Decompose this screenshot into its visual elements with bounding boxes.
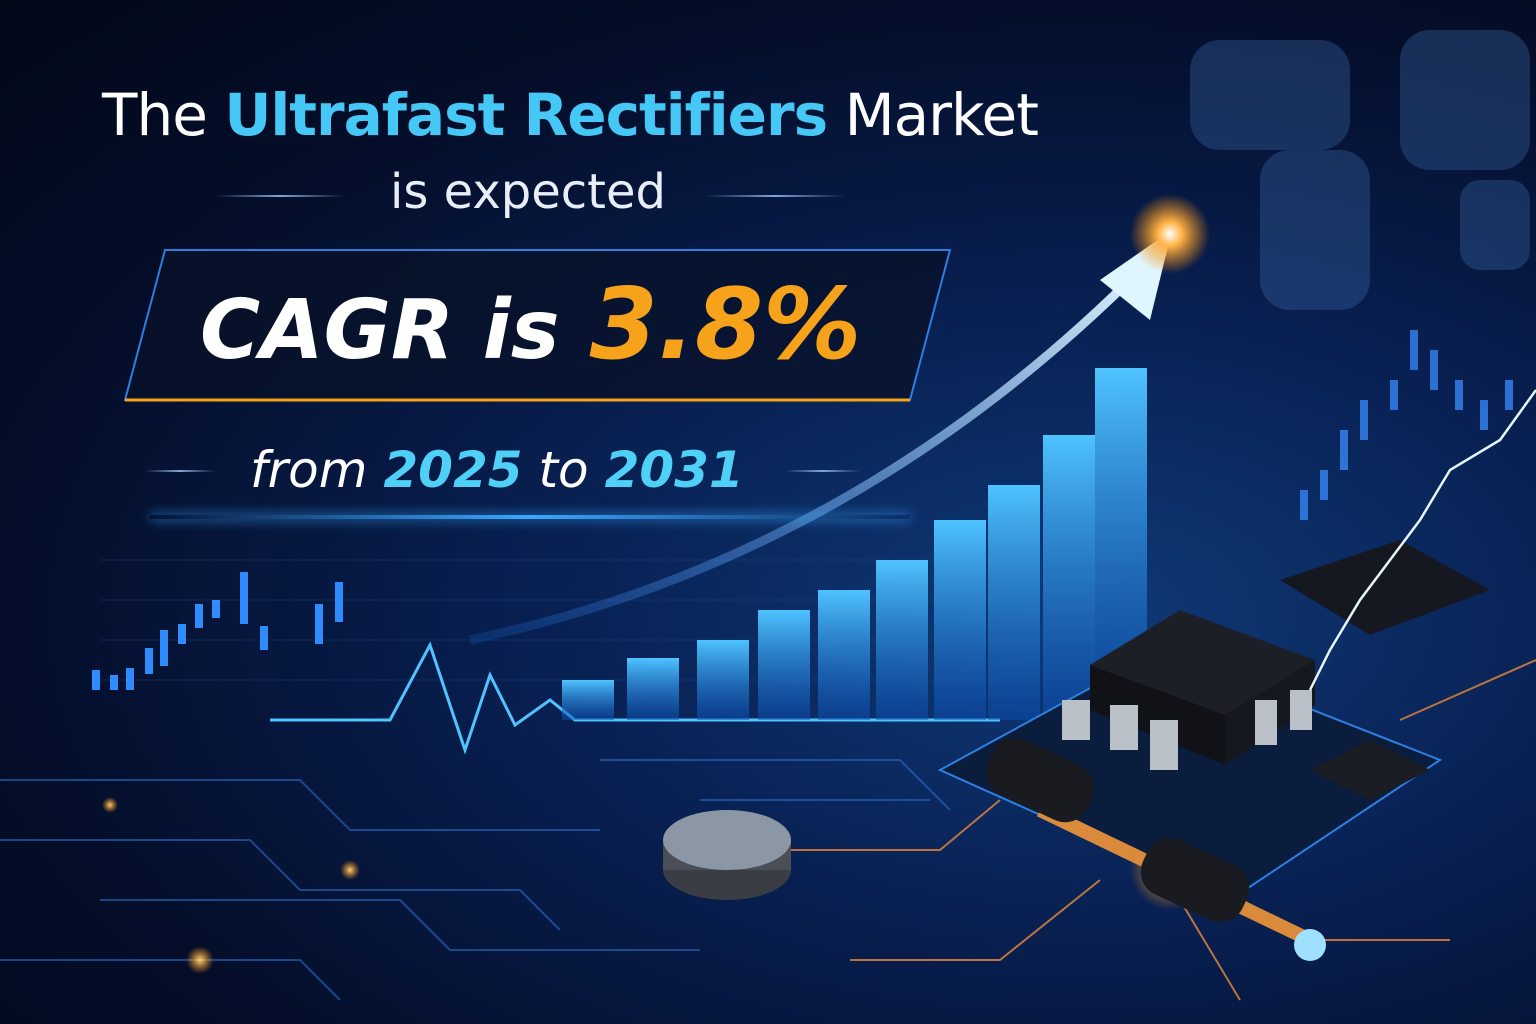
growth-bar: [1043, 435, 1095, 720]
growth-bar: [988, 485, 1040, 720]
candlestick-chart-icon: [92, 572, 343, 690]
cagr-statement: CAGR is 3.8%: [200, 268, 861, 383]
divider-line: [145, 470, 215, 472]
cagr-label: CAGR is: [200, 283, 560, 378]
diode-icon: [985, 737, 1326, 961]
growth-bar: [876, 560, 928, 720]
headline-title: The Ultrafast Rectifiers Market: [0, 80, 1140, 150]
end-year: 2031: [604, 441, 744, 499]
from-label: from: [250, 441, 368, 499]
cagr-value: 3.8%: [589, 268, 862, 382]
period-statement: from 2025 to 2031: [250, 438, 744, 502]
divider-line: [705, 195, 845, 197]
divider-line: [215, 195, 345, 197]
growth-bar: [758, 610, 810, 720]
growth-bar: [627, 658, 679, 720]
divider-line: [785, 470, 860, 472]
start-year: 2025: [383, 441, 523, 499]
lightning-icon: [1308, 389, 1536, 691]
ic-chip-icon: [1062, 610, 1315, 770]
glow-divider: [150, 515, 910, 519]
bar-chart-icon: [562, 368, 1147, 720]
circuit-board-icon: [0, 759, 951, 1001]
headline-subtitle: is expected: [390, 164, 666, 220]
headline-suffix: Market: [844, 81, 1039, 149]
headline-prefix: The: [102, 81, 208, 149]
candlestick-chart-icon: [1300, 330, 1513, 520]
headline-highlight: Ultrafast Rectifiers: [224, 81, 828, 149]
growth-bar: [934, 520, 986, 720]
world-map-icon: [1190, 30, 1530, 310]
capacitor-disc-icon: [663, 810, 791, 900]
growth-bar: [562, 680, 614, 720]
growth-bar: [697, 640, 749, 720]
growth-bar: [818, 590, 870, 720]
ic-chip-icon: [1280, 540, 1490, 800]
growth-arrow-icon: [469, 194, 1210, 645]
to-label: to: [538, 441, 589, 499]
